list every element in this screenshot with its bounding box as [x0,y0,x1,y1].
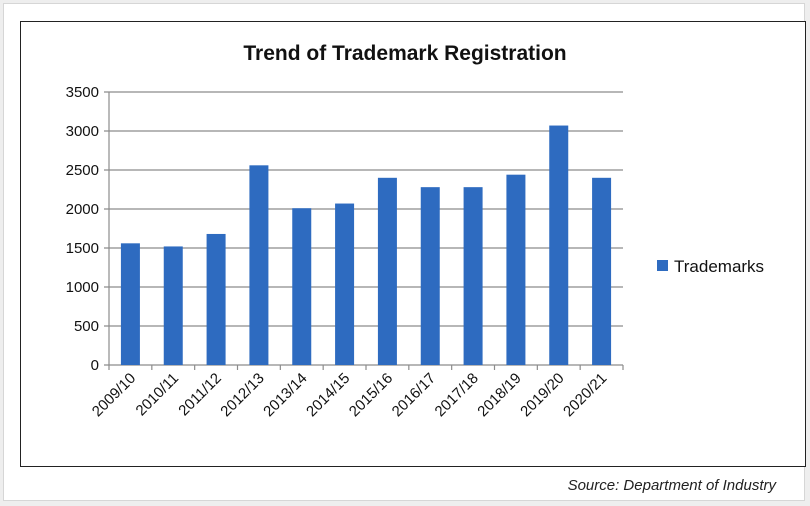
legend: Trademarks [657,257,764,276]
y-tick-labels: 0 500 1000 1500 2000 2500 3000 3500 [66,84,99,374]
bars [120,125,612,365]
bar-2015-16 [377,177,397,365]
bar-2013-14 [292,208,312,365]
x-tick-label: 2009/10 [89,370,139,420]
bar-2016-17 [420,187,440,365]
x-tick-label: 2018/19 [474,370,524,420]
chart-box [20,21,806,467]
legend-swatch [657,260,668,271]
trademark-bar-chart: Trend of Trademark Registration 0 500 1000… [66,42,764,420]
y-tick-label: 1500 [66,240,99,257]
source-note: Source: Department of Industry [567,477,776,494]
bar-2010-11 [163,246,183,365]
y-tick-label: 3500 [66,84,99,101]
bar-2011-12 [206,233,226,365]
x-tick-label: 2014/15 [303,370,353,420]
x-tick-label: 2019/20 [517,370,567,420]
gridlines [104,91,623,366]
y-tick-label: 2500 [66,162,99,179]
axes [108,92,624,370]
bar-2018-19 [506,174,526,365]
bar-2017-18 [463,187,483,365]
x-tick-label: 2015/16 [346,370,396,420]
y-tick-label: 2000 [66,201,99,218]
x-tick-label: 2017/18 [432,370,482,420]
y-tick-label: 1000 [66,279,99,296]
bar-2014-15 [335,203,355,365]
bar-2020-21 [592,177,612,365]
x-tick-label: 2016/17 [389,370,439,420]
y-tick-label: 0 [91,357,99,374]
x-tick-label: 2011/12 [175,370,225,420]
y-tick-label: 500 [74,318,99,335]
chart-title: Trend of Trademark Registration [243,42,566,65]
figure-frame: Trend of Trademark Registration 0 500 1000… [3,3,806,501]
bar-2009-10 [120,243,140,365]
x-tick-labels: 2009/102010/112011/122012/132013/142014/… [89,370,611,420]
bar-2019-20 [549,125,569,365]
x-tick-label: 2020/21 [560,370,610,420]
y-tick-label: 3000 [66,123,99,140]
x-tick-label: 2012/13 [217,370,267,420]
x-tick-label: 2013/14 [260,370,310,420]
bar-2012-13 [249,165,269,365]
legend-label: Trademarks [674,257,764,276]
x-tick-label: 2010/11 [133,370,183,420]
